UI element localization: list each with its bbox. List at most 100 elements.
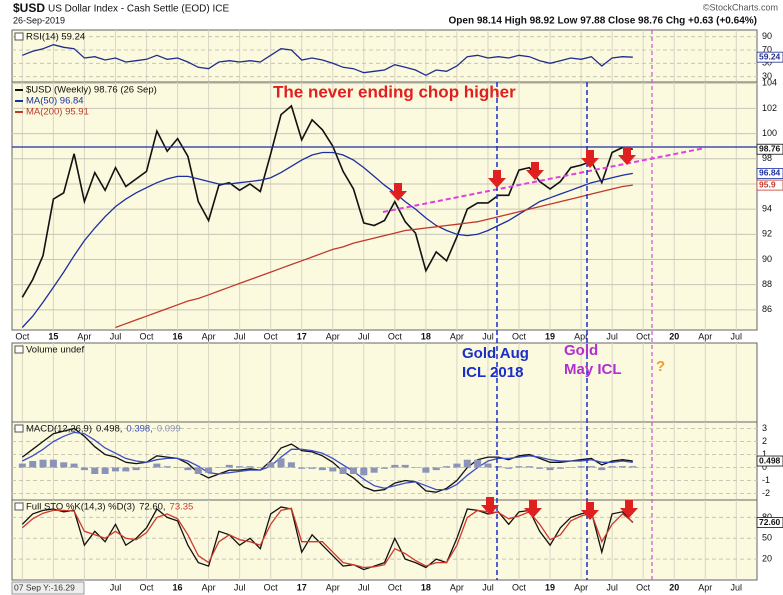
legend-swatch bbox=[14, 345, 24, 354]
annotation: Gold Aug bbox=[462, 345, 529, 362]
histogram-bar bbox=[391, 464, 399, 468]
y-tick-label: 86 bbox=[762, 304, 772, 314]
x-tick-label: 19 bbox=[545, 582, 555, 592]
histogram-bar bbox=[453, 463, 461, 468]
x-tick-label: Oct bbox=[636, 582, 651, 592]
y-tick-label: 104 bbox=[762, 78, 777, 88]
histogram-bar bbox=[153, 463, 161, 468]
value-badge bbox=[756, 517, 783, 528]
histogram-bar bbox=[308, 467, 316, 469]
cursor-box bbox=[11, 581, 85, 595]
annotation: ? bbox=[656, 358, 665, 375]
panel bbox=[11, 29, 758, 83]
x-tick-label: Apr bbox=[574, 331, 588, 341]
x-tick-label: Oct bbox=[388, 582, 403, 592]
histogram-bar bbox=[277, 458, 285, 468]
x-tick-label: Oct bbox=[388, 331, 403, 341]
arrow bbox=[524, 500, 542, 518]
histogram-bar bbox=[370, 467, 378, 473]
headline: The never ending chop higher bbox=[273, 82, 516, 101]
x-tick-label: 16 bbox=[173, 582, 183, 592]
value-badge-label: 0.498 bbox=[759, 455, 781, 465]
y-tick-label: 90 bbox=[762, 254, 772, 264]
arrows bbox=[389, 147, 638, 520]
overlay: The never ending chop higher Gold Aug IC… bbox=[12, 30, 757, 580]
histogram-bar bbox=[298, 467, 306, 469]
x-tick-label: 17 bbox=[297, 331, 307, 341]
histogram-bar bbox=[422, 467, 430, 473]
trend-line bbox=[382, 147, 706, 213]
panel bbox=[11, 81, 758, 331]
histogram-bar bbox=[484, 463, 492, 468]
symbol-name: US Dollar Index - Cash Settle (EOD) ICE bbox=[48, 4, 229, 15]
histogram-bar bbox=[122, 467, 130, 472]
histogram-bar bbox=[463, 459, 471, 468]
x-tick-label: Apr bbox=[450, 582, 464, 592]
histogram-bar bbox=[287, 462, 295, 468]
panel-title: RSI(14) 59.24 bbox=[26, 32, 85, 43]
x-tick-label: Jul bbox=[482, 331, 494, 341]
histogram-bar bbox=[225, 464, 233, 468]
x-tick-label: Apr bbox=[326, 582, 340, 592]
y-tick-label: -2 bbox=[762, 488, 770, 498]
panel-title: MACD(12,26,9) bbox=[26, 424, 92, 435]
x-tick-label: Jul bbox=[606, 331, 618, 341]
histogram-bar bbox=[143, 467, 151, 468]
histogram-bar bbox=[318, 467, 326, 471]
x-tick-label: Jul bbox=[358, 582, 370, 592]
histogram-bar bbox=[629, 466, 637, 468]
y-tick-label: 70 bbox=[762, 44, 772, 54]
x-tick-label: Apr bbox=[326, 331, 340, 341]
panel-title: Volume undef bbox=[26, 345, 84, 356]
x-tick-label: Oct bbox=[264, 582, 279, 592]
y-tick-label: 92 bbox=[762, 229, 772, 239]
y-tick-label: 98 bbox=[762, 153, 772, 163]
value-badge bbox=[756, 455, 783, 467]
watermark: ©StockCharts.com bbox=[703, 2, 778, 12]
panel-title: Full STO %K(14,3) %D(3) bbox=[26, 502, 135, 513]
histogram-bar bbox=[443, 466, 451, 468]
histogram-bar bbox=[205, 467, 213, 473]
x-tick-label: Apr bbox=[202, 331, 216, 341]
x-tick-label: Oct bbox=[512, 331, 527, 341]
x-tick-label: Jul bbox=[731, 582, 743, 592]
legend-swatch bbox=[14, 32, 24, 41]
x-tick-label: Oct bbox=[140, 582, 155, 592]
histogram-bar bbox=[546, 467, 554, 471]
histogram-bar bbox=[91, 467, 99, 474]
histogram-bar bbox=[587, 466, 595, 468]
value-badge bbox=[756, 167, 783, 179]
x-tick-label: 15 bbox=[48, 331, 58, 341]
histogram-bar bbox=[49, 459, 57, 468]
histogram-bar bbox=[432, 467, 440, 471]
histogram-bar bbox=[474, 459, 482, 468]
histogram-bar bbox=[39, 459, 47, 468]
x-tick-label: Oct bbox=[140, 331, 155, 341]
annotation: May ICL bbox=[564, 361, 622, 378]
x-tick-label: Oct bbox=[15, 331, 30, 341]
x-tick-label: Jul bbox=[731, 331, 743, 341]
histogram-bar bbox=[618, 466, 626, 468]
x-tick-label: Apr bbox=[202, 582, 216, 592]
histogram-bar bbox=[174, 467, 182, 468]
quote: Open 98.14 High 98.92 Low 97.88 Close 98… bbox=[449, 16, 757, 27]
histogram-bar bbox=[184, 467, 192, 471]
histogram-bar bbox=[111, 467, 119, 472]
histogram-bar bbox=[29, 461, 37, 468]
legend-entry: $USD (Weekly) 98.76 (26 Sep) bbox=[26, 85, 157, 96]
x-tick-label: Oct bbox=[636, 331, 651, 341]
x-tick-label: Apr bbox=[450, 331, 464, 341]
cursor-readout: 07 Sep Y:-16.29 bbox=[14, 582, 75, 592]
histogram-bar bbox=[412, 467, 420, 468]
y-tick-label: 80 bbox=[762, 512, 772, 522]
x-tick-label: 20 bbox=[669, 331, 679, 341]
histogram-bar bbox=[505, 467, 513, 469]
annotation: ICL 2018 bbox=[462, 364, 523, 381]
annotation: Gold bbox=[564, 342, 598, 359]
x-tick-label: Jul bbox=[110, 331, 122, 341]
x-tick-label: Jul bbox=[234, 582, 246, 592]
histogram-bar bbox=[556, 467, 564, 469]
histogram-bar bbox=[536, 467, 544, 469]
histogram-bar bbox=[598, 467, 606, 471]
